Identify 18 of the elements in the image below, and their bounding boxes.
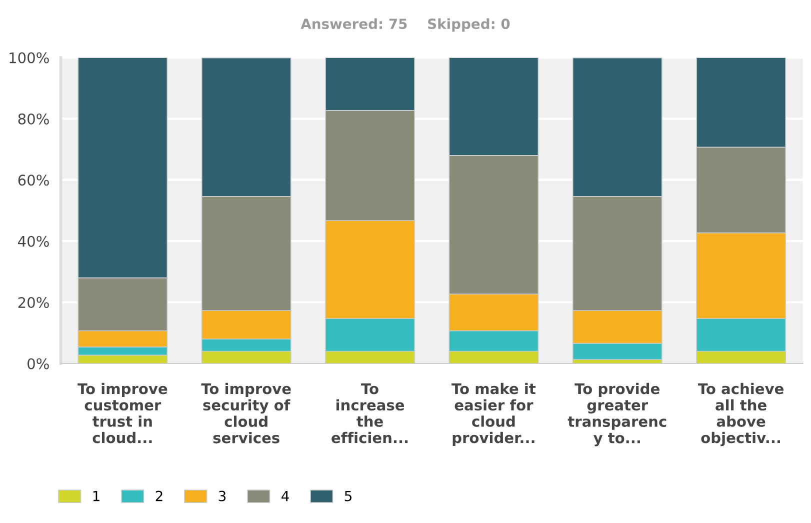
- legend-label: 2: [156, 490, 162, 502]
- chart-title: Answered: 75 Skipped: 0: [300, 18, 510, 32]
- legend-label: 1: [93, 490, 100, 502]
- y-tick-label: 40%: [18, 236, 49, 247]
- y-tick-label: 60%: [18, 174, 49, 186]
- x-tick-label: To provide greater transparenc y to...: [568, 382, 666, 446]
- legend-label: 4: [282, 490, 289, 502]
- x-tick-label: To achieve all the above objectiv...: [698, 382, 784, 446]
- y-tick-label: 100%: [10, 52, 49, 64]
- x-tick-label: To increase the efficien...: [332, 383, 408, 444]
- y-tick-label: 20%: [18, 297, 49, 308]
- y-tick-label: 80%: [18, 113, 49, 124]
- legend-label: 5: [344, 490, 352, 502]
- x-tick-label: To make it easier for cloud provider...: [452, 382, 536, 446]
- legend-label: 3: [218, 490, 226, 502]
- x-tick-label: To improve security of cloud services: [201, 382, 291, 444]
- y-tick-label: 0%: [28, 358, 49, 370]
- x-tick-label: To improve customer trust in cloud...: [78, 382, 168, 444]
